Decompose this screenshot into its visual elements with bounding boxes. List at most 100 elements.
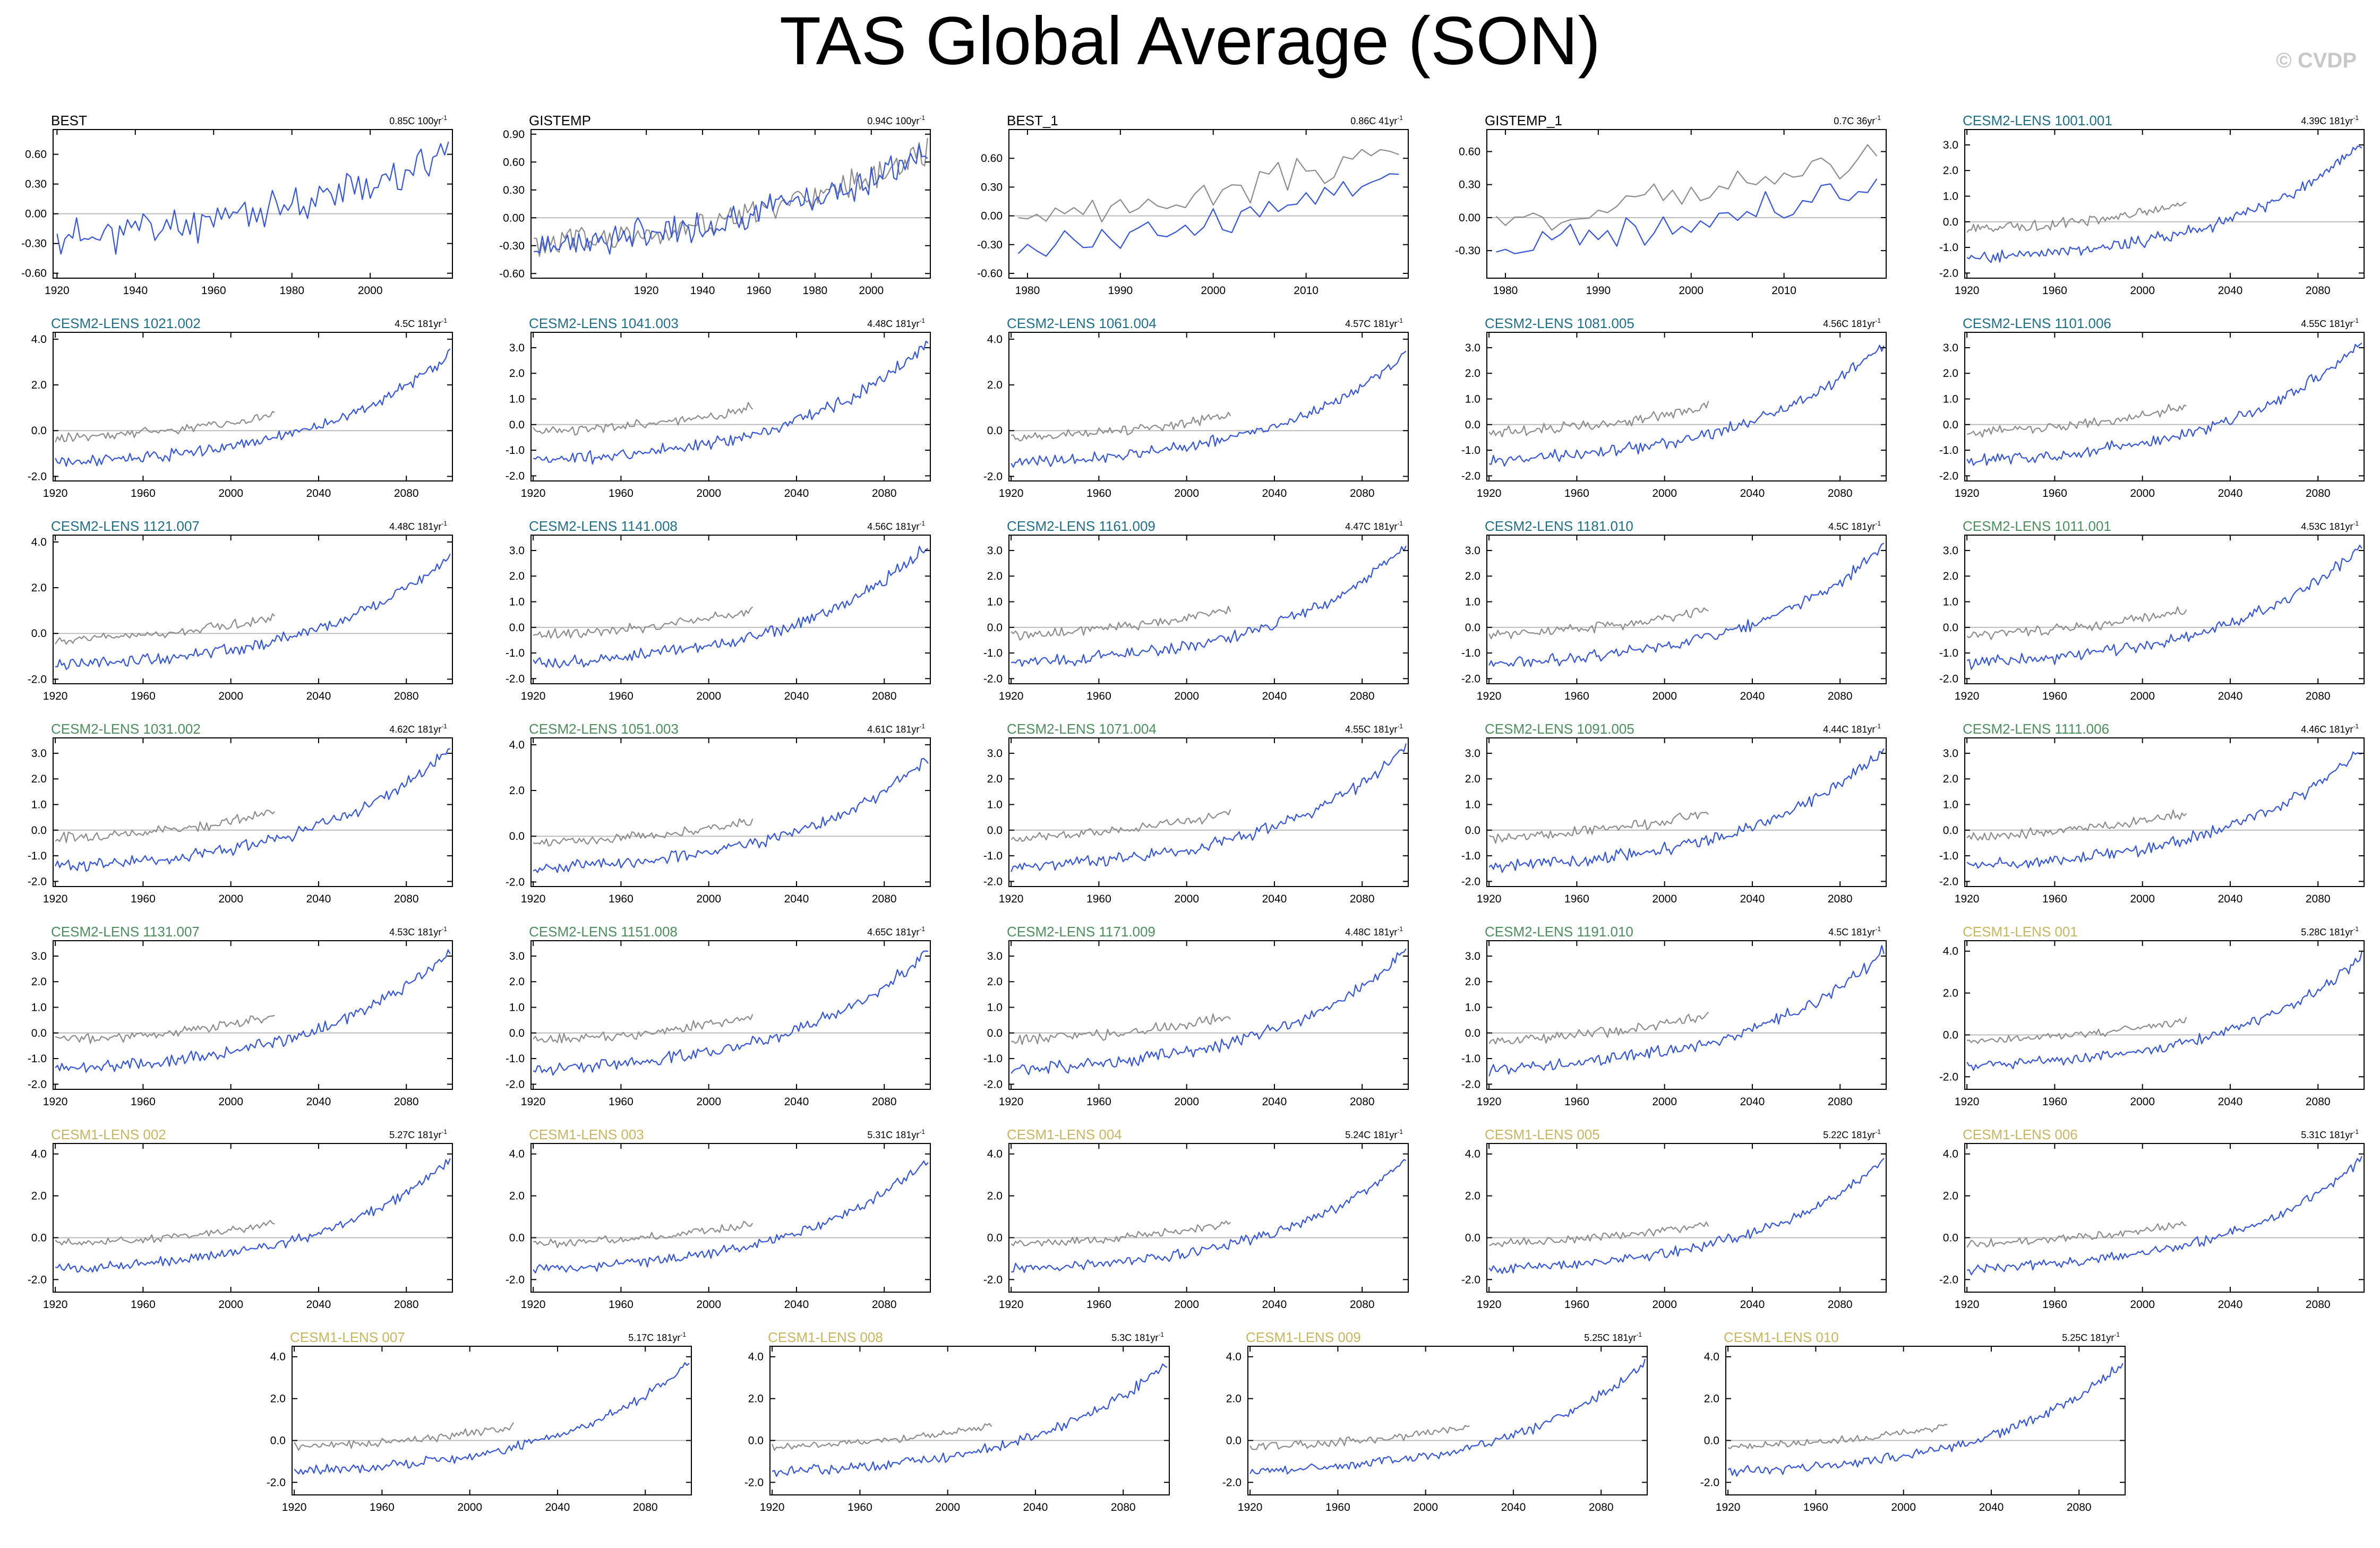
y-tick-label: 3.0: [1465, 747, 1480, 760]
x-tick-label: 2080: [2306, 1096, 2331, 1108]
timeseries-panel: CESM1-LENS 001 5.28C 181yr-1 1920 1960 2000 2…: [1939, 924, 2365, 1108]
y-tick-label: 0.30: [1459, 179, 1480, 191]
reference-series-line: [1018, 149, 1399, 223]
x-tick-label: 2040: [784, 1096, 809, 1108]
x-tick-label: 2080: [1350, 893, 1375, 905]
x-tick-label: 2040: [1262, 1298, 1287, 1311]
plot-frame: [1964, 940, 2365, 1090]
x-tick-label: 1960: [2042, 690, 2067, 702]
x-tick-label: 2000: [1413, 1501, 1438, 1513]
panel-label: GISTEMP_1: [1485, 113, 1562, 128]
y-tick-label: 2.0: [270, 1393, 286, 1405]
plot-frame: [1247, 1346, 1648, 1495]
x-tick-label: 2040: [1740, 1298, 1765, 1311]
y-tick-label: 2.0: [31, 976, 47, 988]
x-tick-label: 2000: [358, 285, 383, 297]
y-tick-label: -1.0: [506, 1053, 525, 1065]
y-tick-label: -1.0: [1939, 242, 1958, 254]
series-line: [55, 553, 451, 670]
reference-series-line: [1011, 1013, 1231, 1045]
x-tick-label: 1960: [1564, 487, 1589, 500]
y-tick-label: 2.0: [1943, 1190, 1958, 1202]
x-tick-label: 2000: [1652, 1298, 1677, 1311]
x-tick-label: 1960: [2042, 487, 2067, 500]
y-tick-label: 0.60: [503, 156, 525, 168]
timeseries-panel: CESM2-LENS 1001.001 4.39C 181yr-1 1920 1960…: [1939, 113, 2365, 297]
plot-frame: [1008, 535, 1409, 684]
trend-label: 4.65C 181yr-1: [867, 925, 925, 938]
y-tick-label: -1.0: [1939, 444, 1958, 457]
x-tick-label: 2080: [872, 487, 897, 500]
x-tick-label: 1980: [803, 285, 828, 297]
x-tick-label: 2080: [2306, 893, 2331, 905]
trend-label: 0.7C 36yr-1: [1834, 114, 1881, 126]
trend-label: 0.94C 100yr-1: [867, 114, 925, 126]
x-tick-label: 1920: [521, 1298, 546, 1311]
timeseries-panel: GISTEMP 0.94C 100yr-1 1920 1940 1960 1980 2000…: [499, 113, 931, 297]
y-tick-label: 0.0: [1943, 216, 1958, 228]
y-tick-label: 2.0: [31, 773, 47, 785]
y-tick-label: -2.0: [506, 673, 525, 685]
reference-series-line: [533, 606, 754, 639]
y-tick-label: 2.0: [31, 582, 47, 594]
x-tick-label: 2000: [696, 487, 721, 500]
x-tick-label: 1960: [2042, 1298, 2067, 1311]
x-tick-label: 2040: [306, 690, 331, 702]
timeseries-panel: BEST_1 0.86C 41yr-1 1980 1990 2000 2010 -0.60 -…: [977, 113, 1409, 297]
y-tick-label: 0.0: [987, 1027, 1003, 1039]
x-tick-label: 1960: [1564, 1096, 1589, 1108]
x-tick-label: 1920: [1955, 487, 1980, 500]
x-tick-label: 2080: [2306, 487, 2331, 500]
y-tick-label: 1.0: [987, 1002, 1003, 1014]
y-tick-label: 4.0: [270, 1351, 286, 1363]
panel-label: CESM2-LENS 1171.009: [1007, 924, 1155, 940]
x-tick-label: 2080: [394, 893, 419, 905]
series-line: [1488, 1158, 1885, 1274]
x-tick-label: 2040: [1740, 1096, 1765, 1108]
trend-label: 4.53C 181yr-1: [389, 925, 447, 938]
y-tick-label: 0.0: [1226, 1434, 1242, 1447]
x-tick-label: 2080: [1828, 487, 1853, 500]
y-tick-label: -0.60: [499, 268, 525, 280]
x-tick-label: 2000: [1174, 893, 1199, 905]
plot-frame: [530, 737, 931, 887]
panel-label: CESM2-LENS 1071.004: [1007, 721, 1157, 737]
trend-label: 4.48C 181yr-1: [1345, 925, 1403, 938]
x-tick-label: 2080: [394, 487, 419, 500]
panel-label: CESM2-LENS 1041.003: [529, 315, 679, 331]
trend-label: 4.62C 181yr-1: [389, 723, 447, 735]
x-tick-label: 2000: [1201, 285, 1226, 297]
timeseries-panel: CESM1-LENS 009 5.25C 181yr-1 1920 1960 2000 2…: [1222, 1329, 1648, 1513]
y-tick-label: -1.0: [1461, 1053, 1480, 1065]
reference-series-line: [55, 613, 276, 645]
y-tick-label: 3.0: [1943, 545, 1958, 557]
y-tick-label: 4.0: [1465, 1148, 1480, 1160]
x-tick-label: 1920: [999, 1298, 1024, 1311]
x-tick-label: 1920: [43, 893, 68, 905]
y-tick-label: -2.0: [983, 875, 1003, 888]
y-tick-label: 0.30: [503, 184, 525, 196]
timeseries-panel: CESM1-LENS 004 5.24C 181yr-1 1920 1960 2000 2…: [983, 1126, 1409, 1311]
trend-label: 5.31C 181yr-1: [2301, 1128, 2359, 1140]
plot-frame: [292, 1346, 692, 1495]
reference-series-line: [1011, 809, 1231, 842]
y-tick-label: 3.0: [1465, 950, 1480, 962]
series-line: [1011, 545, 1407, 667]
trend-label: 5.31C 181yr-1: [867, 1128, 925, 1140]
x-tick-label: 2000: [218, 690, 243, 702]
panel-label: CESM1-LENS 003: [529, 1126, 644, 1142]
reference-series-line: [1966, 202, 2187, 233]
series-line: [1727, 1363, 2124, 1477]
trend-label: 4.56C 181yr-1: [1823, 317, 1881, 329]
panel-label: CESM2-LENS 1081.005: [1485, 315, 1634, 331]
x-tick-label: 1920: [1955, 1298, 1980, 1311]
x-tick-label: 1960: [131, 893, 156, 905]
y-tick-label: 0.00: [25, 208, 47, 220]
x-tick-label: 2000: [218, 893, 243, 905]
y-tick-label: 1.0: [1465, 799, 1480, 811]
y-tick-label: 0.0: [1465, 1027, 1480, 1039]
x-tick-label: 1920: [521, 1096, 546, 1108]
series-line: [533, 758, 929, 873]
x-tick-label: 2080: [1828, 1298, 1853, 1311]
x-tick-label: 2040: [2218, 1096, 2243, 1108]
